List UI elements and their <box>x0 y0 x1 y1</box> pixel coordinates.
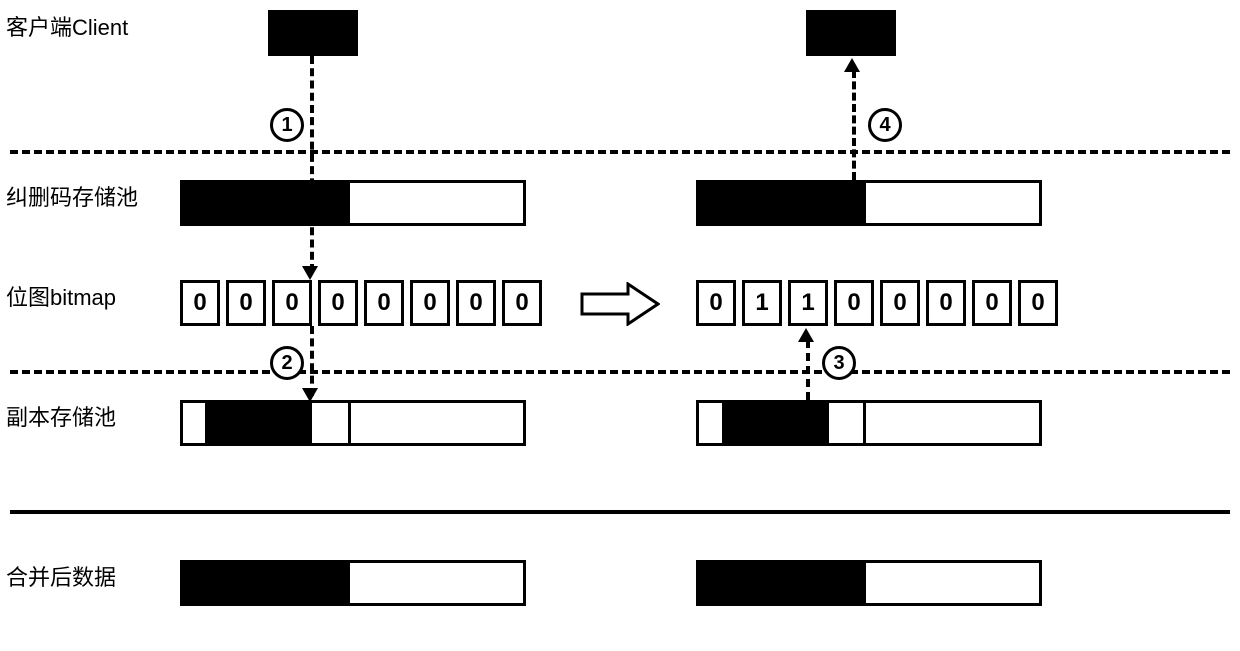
bit-cell: 0 <box>1018 280 1058 326</box>
bit-cell: 0 <box>272 280 312 326</box>
bit-cell: 0 <box>410 280 450 326</box>
bitmap-left: 0 0 0 0 0 0 0 0 <box>180 280 542 326</box>
merged-bar-left <box>180 560 526 606</box>
arrow-4-head-icon <box>844 58 860 72</box>
bit-cell: 0 <box>180 280 220 326</box>
step-circle-4: 4 <box>868 108 902 142</box>
step-circle-1: 1 <box>270 108 304 142</box>
bit-cell: 0 <box>972 280 1012 326</box>
divider-dashed-1 <box>10 150 1230 154</box>
arrow-2-line <box>310 326 314 396</box>
client-box-right <box>806 10 896 56</box>
bit-cell: 0 <box>502 280 542 326</box>
arrow-1-head-icon <box>302 266 318 280</box>
arrow-2-head-icon <box>302 388 318 402</box>
bit-cell: 0 <box>834 280 874 326</box>
merged-bar-right <box>696 560 1042 606</box>
arrow-1-line <box>310 56 314 272</box>
bit-cell: 0 <box>364 280 404 326</box>
label-bitmap: 位图bitmap <box>0 280 170 312</box>
bit-cell: 1 <box>788 280 828 326</box>
bit-cell: 0 <box>696 280 736 326</box>
replica-bar-left <box>180 400 526 446</box>
bit-cell: 0 <box>926 280 966 326</box>
transition-arrow-icon <box>580 282 660 326</box>
divider-dashed-2 <box>10 370 1230 374</box>
bit-cell: 0 <box>456 280 496 326</box>
bit-cell: 0 <box>318 280 358 326</box>
bitmap-right: 0 1 1 0 0 0 0 0 <box>696 280 1058 326</box>
step-circle-3: 3 <box>822 346 856 380</box>
bit-cell: 1 <box>742 280 782 326</box>
bit-cell: 0 <box>880 280 920 326</box>
arrow-3-line <box>806 340 810 400</box>
arrow-4-line <box>852 70 856 180</box>
bit-cell: 0 <box>226 280 266 326</box>
divider-solid <box>10 510 1230 514</box>
label-ec-pool: 纠删码存储池 <box>0 180 170 212</box>
label-replica-pool: 副本存储池 <box>0 400 170 432</box>
step-circle-2: 2 <box>270 346 304 380</box>
ec-pool-bar-right <box>696 180 1042 226</box>
label-merged: 合并后数据 <box>0 560 170 592</box>
client-box-left <box>268 10 358 56</box>
replica-bar-right <box>696 400 1042 446</box>
label-client: 客户端Client <box>0 10 170 42</box>
arrow-3-head-icon <box>798 328 814 342</box>
ec-pool-bar-left <box>180 180 526 226</box>
